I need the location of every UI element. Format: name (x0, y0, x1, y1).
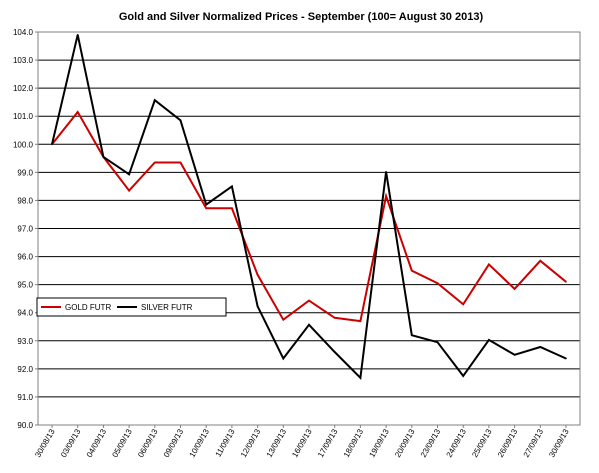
y-tick-label: 99.0 (17, 168, 33, 177)
silver-data-point (333, 351, 336, 353)
x-tick-label: 17/09/13 (316, 427, 340, 459)
legend: GOLD FUTR SILVER FUTR (36, 297, 227, 317)
silver-data-point (128, 173, 130, 176)
x-tick-label: 27/09/13 (522, 427, 546, 459)
x-tick-label: 18/09/13 (342, 427, 366, 459)
y-tick-label: 92.0 (17, 365, 33, 374)
gold-data-point (76, 111, 79, 113)
x-tick-label: 10/09/13 (188, 427, 212, 459)
gold-data-point (462, 303, 465, 306)
silver-data-point (411, 334, 413, 336)
y-tick-label: 95.0 (17, 281, 33, 290)
silver-data-point (205, 203, 207, 206)
gold-data-point (282, 318, 285, 321)
x-tick-label: 24/09/13 (445, 427, 469, 459)
gold-data-point (179, 161, 182, 164)
y-tick-label: 100.0 (13, 140, 34, 149)
x-tick-label: 26/09/13 (496, 427, 520, 459)
legend-label-silver: SILVER FUTR (141, 303, 193, 312)
x-axis-ticks: 30/08/13 03/09/13 04/09/13 05/09/13 06/09/13… (33, 425, 571, 459)
silver-data-point (359, 377, 362, 379)
gold-data-point (513, 288, 516, 290)
silver-data-point (385, 170, 387, 173)
grid-lines (38, 31, 580, 426)
silver-data-point (462, 375, 465, 377)
gold-data-point (154, 161, 156, 164)
x-tick-label: 06/09/13 (136, 427, 160, 459)
silver-data-point (179, 119, 182, 122)
gold-data-point (565, 281, 567, 283)
x-tick-label: 30/09/13 (547, 427, 571, 459)
y-tick-label: 104.0 (13, 28, 34, 37)
gold-data-point (359, 320, 362, 322)
silver-data-point (308, 323, 310, 326)
silver-data-point (256, 305, 259, 308)
x-tick-label: 04/09/13 (85, 427, 109, 459)
y-tick-label: 98.0 (17, 196, 33, 205)
gold-data-point (539, 259, 542, 262)
series-line-gold (51, 110, 567, 323)
silver-data-point (488, 339, 490, 341)
silver-data-point (539, 346, 542, 348)
gold-data-point (488, 263, 490, 266)
x-tick-label: 23/09/13 (419, 427, 443, 459)
silver-data-point (154, 99, 156, 102)
x-tick-label: 20/09/13 (393, 427, 417, 459)
y-tick-label: 96.0 (17, 253, 33, 262)
x-tick-label: 03/09/13 (59, 427, 83, 459)
silver-data-point (51, 143, 53, 146)
y-axis-ticks: 90.0 91.0 92.0 93.0 94.0 95.0 96.0 97.0 98.0 99.0… (13, 28, 38, 430)
y-tick-label: 91.0 (17, 393, 33, 402)
silver-data-point (436, 341, 439, 343)
x-tick-label: 25/09/13 (470, 427, 494, 459)
y-tick-label: 102.0 (13, 84, 34, 93)
silver-data-point (565, 357, 567, 360)
x-tick-label: 12/09/13 (239, 427, 263, 459)
series-lines (51, 34, 567, 380)
gold-data-point (385, 195, 387, 198)
chart-title: Gold and Silver Normalized Prices - Sept… (119, 11, 484, 23)
silver-data-point (513, 354, 516, 356)
x-tick-label: 13/09/13 (265, 427, 289, 459)
gold-data-point (128, 189, 130, 192)
x-tick-label: 11/09/13 (214, 427, 237, 458)
x-tick-label: 19/09/13 (367, 427, 391, 459)
x-tick-label: 16/09/13 (290, 427, 314, 459)
gold-data-point (411, 269, 413, 272)
gold-data-point (333, 316, 336, 319)
y-tick-label: 101.0 (13, 112, 34, 121)
y-tick-label: 93.0 (17, 337, 33, 346)
y-tick-label: 94.0 (17, 309, 33, 318)
x-tick-label: 09/09/13 (162, 427, 186, 459)
legend-label-gold: GOLD FUTR (65, 303, 111, 312)
x-tick-label: 05/09/13 (110, 427, 134, 459)
silver-data-point (76, 34, 79, 36)
gold-data-point (205, 207, 207, 210)
y-tick-label: 90.0 (17, 421, 33, 430)
gold-data-point (436, 282, 439, 285)
gold-data-point (256, 274, 259, 276)
gold-data-point (231, 207, 233, 210)
series-line-silver (51, 34, 567, 380)
x-tick-label: 30/08/13 (33, 427, 57, 459)
gold-data-point (308, 299, 310, 302)
y-tick-label: 97.0 (17, 225, 33, 234)
y-tick-label: 103.0 (13, 56, 34, 65)
silver-data-point (282, 357, 285, 360)
silver-data-point (231, 185, 233, 188)
silver-data-point (102, 156, 105, 158)
